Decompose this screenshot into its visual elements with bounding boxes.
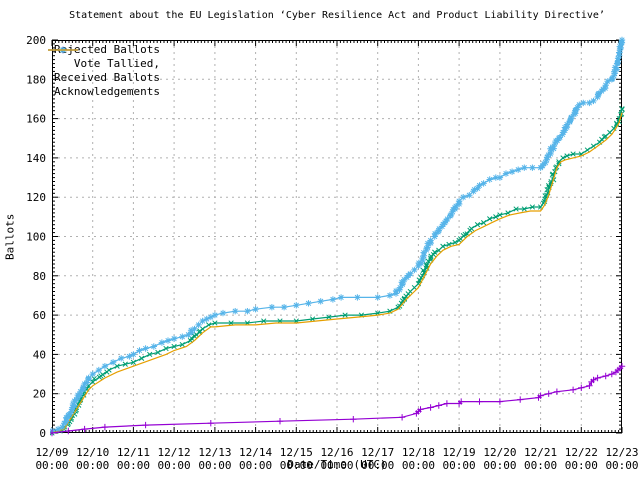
x-tick-label-date: 12/20 xyxy=(483,446,516,459)
legend-item: Vote Tallied, xyxy=(42,47,160,71)
legend-label: Acknowledgements xyxy=(54,85,160,98)
y-tick-label: 120 xyxy=(26,191,46,204)
legend-item: Acknowledgements xyxy=(42,49,160,99)
x-tick-label-date: 12/10 xyxy=(76,446,109,459)
x-tick-label-time: 00:00 xyxy=(35,459,68,472)
x-tick-label-date: 12/14 xyxy=(239,446,272,459)
legend-sample-acknowledgements xyxy=(48,49,78,51)
x-tick-label-date: 12/18 xyxy=(402,446,435,459)
x-tick-label-time: 00:00 xyxy=(524,459,557,472)
legend-label: Received Ballots xyxy=(54,71,160,84)
x-tick-label-time: 00:00 xyxy=(402,459,435,472)
x-tick-label-date: 12/13 xyxy=(198,446,231,459)
x-tick-label-time: 00:00 xyxy=(280,459,313,472)
x-tick-label-time: 00:00 xyxy=(605,459,638,472)
y-tick-label: 80 xyxy=(33,270,46,283)
y-tick-label: 160 xyxy=(26,113,46,126)
legend: Rejected Ballots Vote Tallied, Received Ba… xyxy=(42,43,160,99)
x-tick-label-time: 00:00 xyxy=(76,459,109,472)
x-tick-label-date: 12/15 xyxy=(280,446,313,459)
legend-label: Vote Tallied, xyxy=(73,57,160,70)
chart-title: Statement about the EU Legislation ‘Cybe… xyxy=(69,10,605,21)
x-tick-label-time: 00:00 xyxy=(198,459,231,472)
series-markers-rejected-ballots xyxy=(50,363,626,437)
x-tick-label-date: 12/12 xyxy=(158,446,191,459)
x-tick-label-time: 00:00 xyxy=(361,459,394,472)
x-tick-label-time: 00:00 xyxy=(483,459,516,472)
y-tick-label: 0 xyxy=(39,427,46,440)
y-tick-label: 200 xyxy=(26,34,46,47)
legend-label: Rejected Ballots xyxy=(54,43,160,56)
y-tick-label: 180 xyxy=(26,73,46,86)
x-tick-label-date: 12/21 xyxy=(524,446,557,459)
x-tick-label-date: 12/22 xyxy=(565,446,598,459)
x-tick-label-date: 12/11 xyxy=(117,446,150,459)
y-axis-title: Ballots xyxy=(3,213,17,260)
y-tick-label: 40 xyxy=(33,348,46,361)
series-line-acknowledgements xyxy=(51,112,623,434)
y-tick-label: 100 xyxy=(26,231,46,244)
legend-item: Rejected Ballots xyxy=(42,43,160,57)
x-tick-label-time: 00:00 xyxy=(565,459,598,472)
y-tick-label: 140 xyxy=(26,152,46,165)
x-tick-label-date: 12/09 xyxy=(35,446,68,459)
x-tick-label-time: 00:00 xyxy=(158,459,191,472)
x-tick-label-date: 12/19 xyxy=(443,446,476,459)
x-tick-label-date: 12/16 xyxy=(320,446,353,459)
y-tick-label: 20 xyxy=(33,388,46,401)
x-tick-label-date: 12/17 xyxy=(361,446,394,459)
y-tick-label: 60 xyxy=(33,309,46,322)
legend-item: Received Ballots xyxy=(42,46,160,85)
x-tick-label-time: 00:00 xyxy=(117,459,150,472)
x-tick-label-time: 00:00 xyxy=(239,459,272,472)
x-tick-label-time: 00:00 xyxy=(443,459,476,472)
x-axis-title: Date/Time (UTC) xyxy=(287,458,387,471)
x-tick-label-date: 12/23 xyxy=(605,446,638,459)
x-tick-label-time: 00:00 xyxy=(320,459,353,472)
